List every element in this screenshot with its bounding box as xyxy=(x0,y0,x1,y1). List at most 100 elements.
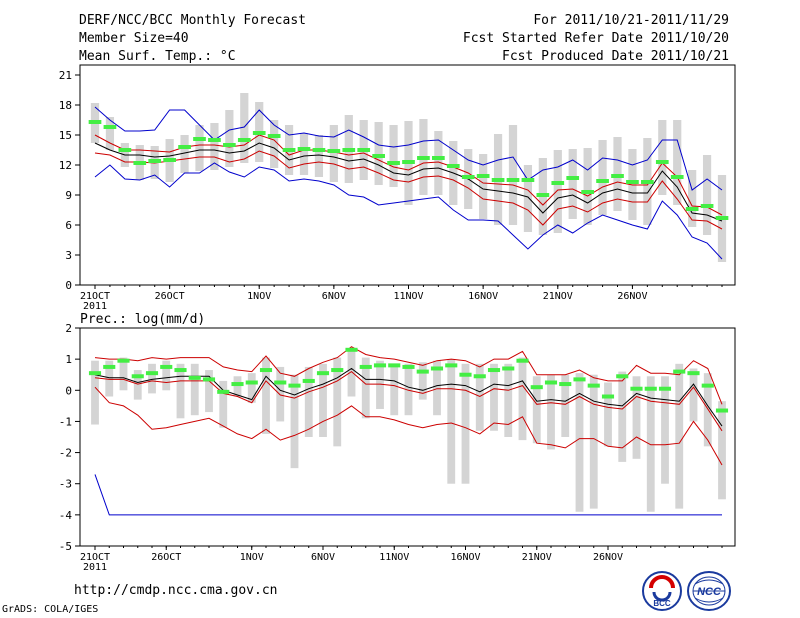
precipitation-median-mark xyxy=(601,394,615,399)
source-url[interactable]: http://cmdp.ncc.cma.gov.cn xyxy=(74,583,278,598)
temperature-xtick-label: 1NOV xyxy=(247,291,271,302)
temperature-median-mark xyxy=(237,138,251,142)
temperature-spread-box xyxy=(434,131,443,195)
temperature-spread-box xyxy=(195,125,204,171)
forecast-start-date: Fcst Started Refer Date 2011/10/20 xyxy=(462,31,729,46)
temperature-median-mark xyxy=(670,175,684,179)
precipitation-spread-box xyxy=(661,376,669,484)
precipitation-ytick-label: -2 xyxy=(59,447,72,460)
temperature-median-mark xyxy=(461,175,475,179)
temperature-ytick-label: 12 xyxy=(59,159,72,172)
forecast-produced-date: Fcst Produced Date 2011/10/21 xyxy=(502,49,729,64)
precipitation-median-mark xyxy=(544,380,558,385)
temperature-median-mark xyxy=(282,148,296,152)
precipitation-spread-box xyxy=(490,363,498,431)
precipitation-median-mark xyxy=(473,374,486,379)
temperature-xtick-label: 26NOV xyxy=(617,291,647,302)
precipitation-spread-box xyxy=(390,363,399,416)
precipitation-ytick-label: 2 xyxy=(65,322,72,335)
temperature-median-mark xyxy=(417,156,430,160)
precipitation-median-mark xyxy=(103,364,116,369)
temperature-median-mark xyxy=(208,138,221,142)
precipitation-median-mark xyxy=(288,383,301,388)
precipitation-median-mark xyxy=(388,363,401,368)
temperature-median-mark xyxy=(611,174,624,178)
precipitation-median-mark xyxy=(145,371,159,376)
precipitation-median-mark xyxy=(430,366,444,371)
precipitation-spread-box xyxy=(718,401,726,500)
precipitation-median-mark xyxy=(715,408,729,413)
temperature-median-mark xyxy=(163,158,176,162)
temperature-xtick-label: 6NOV xyxy=(322,291,346,302)
svg-text:BCC: BCC xyxy=(653,599,671,608)
precipitation-spread-box xyxy=(561,374,570,437)
precipitation-abs-min-line xyxy=(94,474,722,516)
precipitation-median-mark xyxy=(402,364,415,369)
temperature-median-mark xyxy=(357,148,371,152)
temperature-spread-box xyxy=(210,123,219,170)
temperature-xtick-label: 16NOV xyxy=(468,291,498,302)
temperature-ytick-label: 6 xyxy=(65,219,72,232)
precipitation-xtick-label: 11NOV xyxy=(379,552,409,563)
precipitation-median-mark xyxy=(487,368,501,373)
precipitation-spread-box xyxy=(376,360,384,409)
precipitation-ytick-label: -1 xyxy=(59,415,72,428)
precipitation-spread-box xyxy=(404,363,413,416)
temperature-mean-line xyxy=(94,142,723,222)
temperature-median-mark xyxy=(387,161,400,165)
bcc-logo: BCC xyxy=(642,571,682,611)
temperature-median-mark xyxy=(372,154,385,158)
temperature-spread-box xyxy=(523,165,533,232)
temperature-spread-box xyxy=(329,125,338,182)
precipitation-median-mark xyxy=(160,364,173,369)
precipitation-median-mark xyxy=(587,383,600,388)
temperature-median-mark xyxy=(521,178,535,182)
temperature-median-mark xyxy=(88,120,102,124)
temperature-min-line xyxy=(94,162,723,260)
precipitation-median-mark xyxy=(88,371,102,376)
temperature-ytick-label: 3 xyxy=(65,249,72,262)
temperature-median-mark xyxy=(223,143,236,147)
temperature-spread-box xyxy=(568,149,577,219)
temperature-max-line xyxy=(94,106,723,191)
precipitation-spread-box xyxy=(233,376,242,397)
temperature-median-mark xyxy=(178,145,191,149)
temperature-spread-box xyxy=(389,125,398,187)
precipitation-median-mark xyxy=(231,382,244,387)
precipitation-median-mark xyxy=(701,383,714,388)
temperature-xtick-label: 21NOV xyxy=(543,291,573,302)
precipitation-spread-box xyxy=(276,366,285,422)
precipitation-spread-box xyxy=(148,363,156,394)
temperature-median-mark xyxy=(476,174,490,178)
precipitation-median-mark xyxy=(530,385,543,390)
precipitation-median-mark xyxy=(616,374,629,379)
temperature-median-mark xyxy=(402,160,415,164)
precipitation-ytick-label: -5 xyxy=(59,540,72,553)
temperature-spread-box xyxy=(225,110,234,167)
precipitation-median-mark xyxy=(188,375,201,380)
precipitation-spread-box xyxy=(675,363,684,509)
precipitation-median-mark xyxy=(445,363,458,368)
precipitation-spread-box xyxy=(319,363,327,437)
temperature-spread-box xyxy=(374,122,383,185)
temperature-median-mark xyxy=(566,176,580,180)
temperature-median-mark xyxy=(103,125,117,129)
precipitation-mean-minus-sd-line xyxy=(94,370,723,432)
precipitation-xtick-label: 26NOV xyxy=(593,552,623,563)
temperature-spread-box xyxy=(553,150,562,233)
member-size-label: Member Size=40 xyxy=(79,31,189,46)
precipitation-ytick-label: -3 xyxy=(59,478,72,491)
temperature-median-mark xyxy=(655,160,669,164)
precipitation-median-mark xyxy=(131,374,144,379)
precipitation-spread-box xyxy=(547,374,555,450)
precipitation-xtick-label: 2011 xyxy=(83,562,107,573)
temperature-median-mark xyxy=(641,180,654,184)
precipitation-median-mark xyxy=(302,378,315,383)
precipitation-spread-box xyxy=(689,368,698,422)
precipitation-xtick-label: 16NOV xyxy=(450,552,480,563)
precipitation-median-mark xyxy=(573,377,586,382)
precipitation-spread-box xyxy=(304,366,313,437)
software-credit: GrADS: COLA/IGES xyxy=(2,604,99,615)
temperature-xtick-label: 26OCT xyxy=(155,291,185,302)
precipitation-spread-box xyxy=(518,357,527,441)
